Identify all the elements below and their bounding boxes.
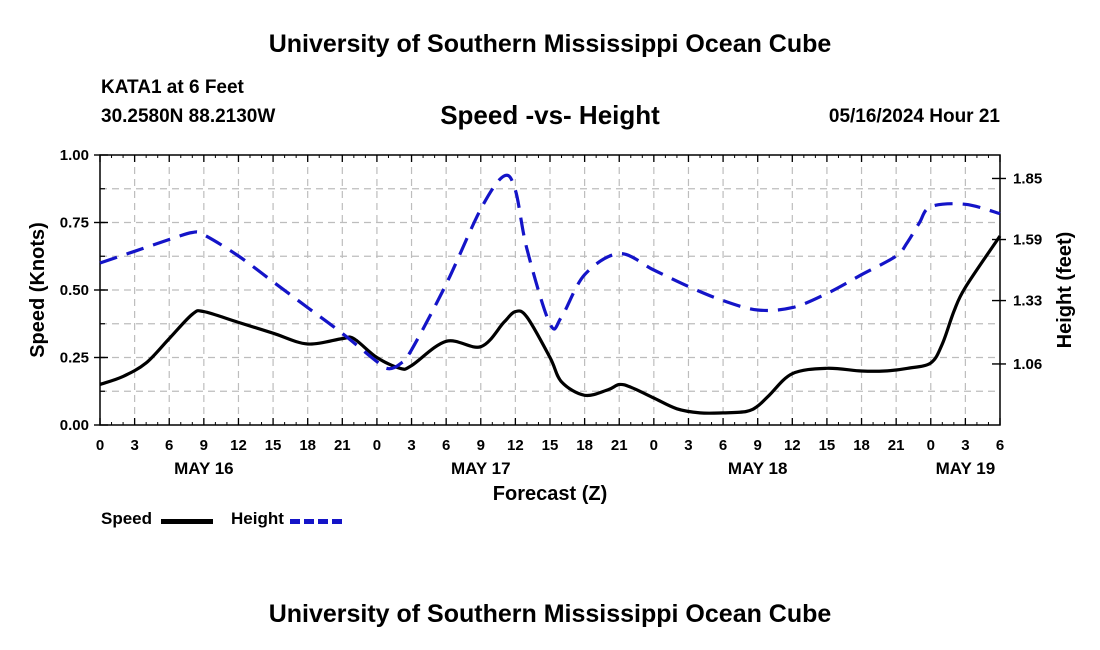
y2-axis-title: Height (feet) bbox=[1054, 232, 1076, 349]
legend-height-swatch bbox=[290, 519, 342, 524]
y2-tick-label: 1.59 bbox=[1013, 232, 1042, 249]
x-tick-label: 9 bbox=[754, 437, 762, 454]
x-tick-label: 0 bbox=[650, 437, 658, 454]
x-date-label: MAY 16 bbox=[174, 459, 234, 478]
grid-lines bbox=[100, 155, 1000, 425]
legend-height-label: Height bbox=[231, 509, 284, 528]
x-date-label: MAY 18 bbox=[728, 459, 788, 478]
y2-tick-label: 1.33 bbox=[1013, 293, 1042, 310]
x-tick-label: 0 bbox=[927, 437, 935, 454]
x-tick-label: 0 bbox=[373, 437, 381, 454]
x-tick-label: 15 bbox=[819, 437, 836, 454]
x-tick-label: 6 bbox=[442, 437, 450, 454]
x-tick-label: 21 bbox=[611, 437, 628, 454]
x-tick-label: 12 bbox=[784, 437, 801, 454]
x-tick-label: 12 bbox=[230, 437, 247, 454]
station-label: KATA1 at 6 Feet bbox=[101, 77, 244, 98]
legend-speed-label: Speed bbox=[101, 509, 153, 528]
series-line-height bbox=[99, 173, 1001, 371]
x-tick-label: 21 bbox=[334, 437, 351, 454]
y-tick-label: 0.50 bbox=[60, 282, 89, 299]
x-tick-label: 3 bbox=[684, 437, 692, 454]
legend-speed-swatch bbox=[161, 519, 213, 524]
x-tick-label: 15 bbox=[265, 437, 282, 454]
x-tick-label: 9 bbox=[477, 437, 485, 454]
x-tick-label: 18 bbox=[576, 437, 593, 454]
axis-ticks bbox=[94, 154, 1006, 426]
x-tick-label: 6 bbox=[165, 437, 173, 454]
x-tick-label: 18 bbox=[853, 437, 870, 454]
main-title: University of Southern Mississippi Ocean… bbox=[268, 30, 832, 58]
y-tick-label: 0.25 bbox=[60, 350, 89, 367]
x-tick-label: 18 bbox=[299, 437, 316, 454]
x-tick-label: 15 bbox=[542, 437, 559, 454]
series-line-speed bbox=[99, 235, 1002, 415]
y-tick-label: 0.75 bbox=[60, 215, 89, 232]
x-tick-label: 6 bbox=[996, 437, 1004, 454]
x-tick-label: 3 bbox=[961, 437, 969, 454]
x-tick-label: 21 bbox=[888, 437, 905, 454]
footer-title: University of Southern Mississippi Ocean… bbox=[268, 600, 832, 628]
data-series bbox=[99, 173, 1002, 415]
y2-tick-label: 1.06 bbox=[1013, 356, 1042, 373]
x-tick-label: 12 bbox=[507, 437, 524, 454]
x-tick-label: 3 bbox=[130, 437, 138, 454]
forecast-datetime: 05/16/2024 Hour 21 bbox=[828, 106, 1000, 127]
x-date-label: MAY 17 bbox=[451, 459, 511, 478]
y2-tick-label: 1.85 bbox=[1013, 170, 1042, 187]
y-tick-label: 1.00 bbox=[60, 147, 89, 164]
axis-tick-labels: 0 3 6 9 12 15 18 21 0 3 6 9 12 15 18 21 0 3 6 9 12 15 18 21 0 3 6M… bbox=[60, 147, 1042, 478]
x-date-label: MAY 19 bbox=[936, 459, 996, 478]
y-tick-label: 0.00 bbox=[60, 417, 89, 434]
x-tick-label: 6 bbox=[719, 437, 727, 454]
x-axis-title: Forecast (Z) bbox=[493, 483, 607, 505]
chart-title: Speed -vs- Height bbox=[440, 100, 660, 130]
y-axis-title: Speed (Knots) bbox=[27, 222, 49, 358]
x-tick-label: 0 bbox=[96, 437, 104, 454]
station-coordinates: 30.2580N 88.2130W bbox=[101, 106, 276, 127]
x-tick-label: 3 bbox=[407, 437, 415, 454]
x-tick-label: 9 bbox=[200, 437, 208, 454]
